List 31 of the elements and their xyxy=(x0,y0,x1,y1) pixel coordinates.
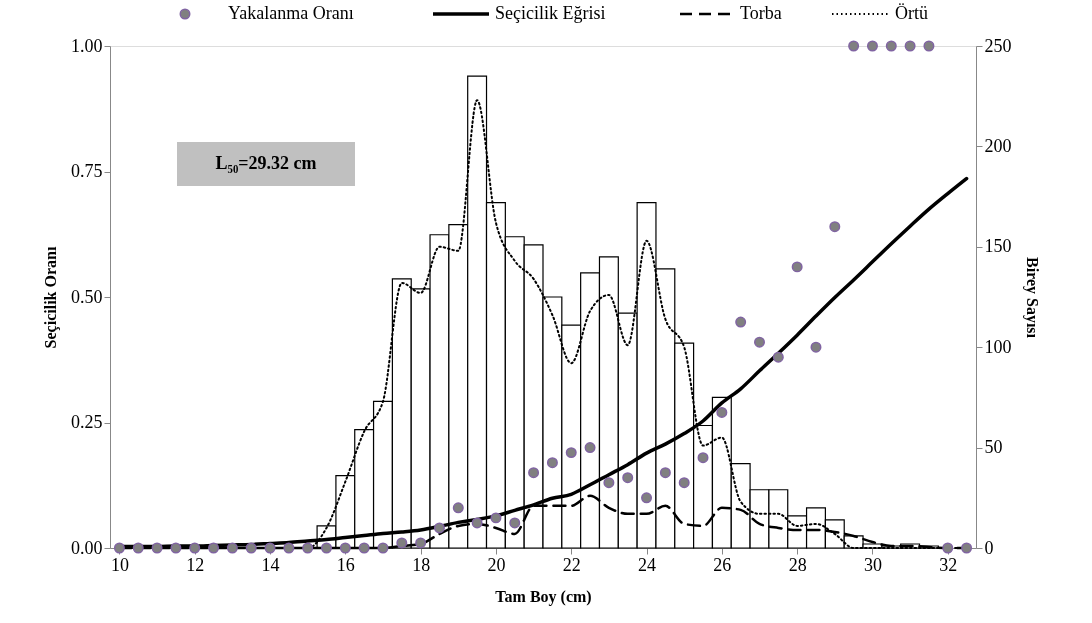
x-tick-label: 24 xyxy=(638,554,657,575)
x-tick-label: 14 xyxy=(261,554,280,575)
y2-axis-title: Birey Sayısı xyxy=(1022,256,1041,339)
y-tick-label: 0.25 xyxy=(71,412,103,432)
legend-label: Seçicilik Eğrisi xyxy=(495,3,606,23)
y-tick-label: 0.50 xyxy=(71,286,103,307)
legend-label: Torba xyxy=(740,3,782,23)
y-tick-label: 0.75 xyxy=(71,161,103,181)
x-tick-label: 18 xyxy=(412,554,431,575)
y2-tick-label: 250 xyxy=(984,35,1012,56)
y2-tick-label: 100 xyxy=(984,336,1012,357)
x-tick-label: 22 xyxy=(562,554,581,575)
y-tick-label: 1.00 xyxy=(71,35,103,56)
x-tick-label: 32 xyxy=(939,554,958,575)
x-tick-label: 30 xyxy=(863,554,882,575)
x-tick-label: 26 xyxy=(713,554,732,575)
y-tick-label: 0.00 xyxy=(71,537,103,558)
y-axis-title: Seçicilik Oranı xyxy=(42,246,60,349)
x-axis-title: Tam Boy (cm) xyxy=(495,587,592,606)
x-tick-label: 10 xyxy=(110,554,129,575)
x-tick-label: 20 xyxy=(487,554,506,575)
y2-tick-label: 150 xyxy=(984,236,1012,257)
y2-tick-label: 0 xyxy=(984,537,994,558)
y2-tick-label: 50 xyxy=(984,437,1003,458)
x-tick-label: 12 xyxy=(186,554,205,575)
x-tick-label: 16 xyxy=(336,554,355,575)
legend-label: Yakalanma Oranı xyxy=(228,3,354,23)
annotation: L₅₀=29.32 cm xyxy=(215,153,317,173)
y2-tick-label: 200 xyxy=(984,135,1012,156)
x-tick-label: 28 xyxy=(788,554,807,575)
legend-label: Örtü xyxy=(895,3,928,23)
